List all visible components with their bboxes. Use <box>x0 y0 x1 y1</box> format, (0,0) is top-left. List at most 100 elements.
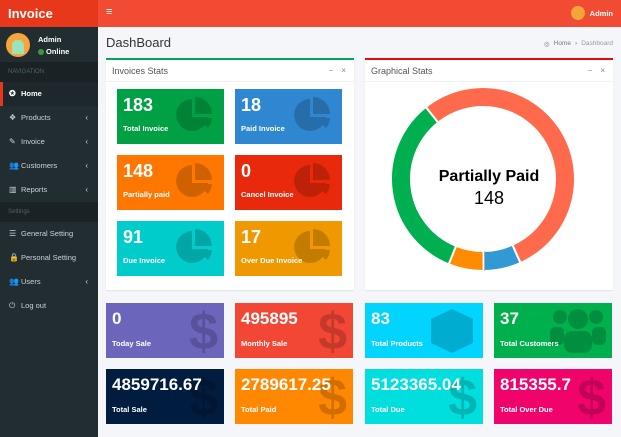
chevron-left-icon: ‹ <box>85 277 88 286</box>
summary-card-total-sale[interactable]: $4859716.67 Total Sale <box>106 369 224 424</box>
dollar-icon: $ <box>189 303 218 358</box>
summary-card-total-due[interactable]: $5123365.04 Total Due <box>365 369 483 424</box>
sidebar-item-log-out[interactable]: ⏻ Log out <box>0 294 98 318</box>
summary-card-today-sale[interactable]: $0 Today Sale <box>106 303 224 358</box>
dashboard-icon: ◎ <box>544 41 550 48</box>
pie-chart-icon <box>174 161 214 203</box>
stat-card-over-due-invoice[interactable]: 17 Over Due Invoice <box>235 221 342 276</box>
sidebar-item-label: Personal Setting <box>21 253 77 262</box>
online-status-icon <box>38 48 44 55</box>
avatar <box>570 6 585 20</box>
sidebar-item-label: Reports <box>21 185 48 194</box>
personal-setting-icon: 🔒 <box>9 253 19 262</box>
graphical-stats-box: Graphical Stats − × Partially Paid 148 <box>365 58 613 290</box>
sidebar-item-label: Log out <box>21 301 47 310</box>
breadcrumb-current: Dashboard <box>581 40 613 47</box>
customers-icon: 👥 <box>9 161 19 170</box>
top-header: ≡ Admin <box>98 0 621 27</box>
user-name: Admin <box>38 35 62 44</box>
close-icon[interactable]: × <box>600 66 605 75</box>
minimize-icon[interactable]: − <box>587 66 593 75</box>
sidebar-item-label: Users <box>21 277 41 286</box>
users-icon <box>550 305 606 357</box>
summary-label: Total Due <box>371 405 405 414</box>
log-out-icon: ⏻ <box>9 301 16 310</box>
dollar-icon: $ <box>448 369 477 424</box>
home-icon: ✪ <box>9 89 16 98</box>
stat-card-due-invoice[interactable]: 91 Due Invoice <box>117 221 224 276</box>
summary-label: Total Customers <box>500 339 559 348</box>
chevron-left-icon: ‹ <box>85 137 88 146</box>
chart-center-label: Partially Paid <box>438 168 540 185</box>
hamburger-icon[interactable]: ≡ <box>106 6 113 18</box>
dollar-icon: $ <box>318 369 347 424</box>
chart-center-value: 148 <box>473 188 505 208</box>
sidebar-item-label: Home <box>21 89 42 98</box>
pie-chart-icon <box>174 95 214 137</box>
sidebar-item-reports[interactable]: ▥ Reports ‹ <box>0 178 98 202</box>
sidebar-item-label: General Setting <box>21 229 74 238</box>
pie-chart-icon <box>174 227 214 269</box>
breadcrumb-home[interactable]: Home <box>553 40 572 47</box>
summary-label: Total Over Due <box>500 405 553 414</box>
summary-value: 0 <box>112 309 122 328</box>
summary-card-total-over-due[interactable]: $815355.7 Total Over Due <box>494 369 612 424</box>
chevron-left-icon: ‹ <box>85 113 88 122</box>
products-icon: ❖ <box>9 113 17 122</box>
summary-card-monthly-sale[interactable]: $495895 Monthly Sale <box>235 303 353 358</box>
summary-label: Monthly Sale <box>241 339 288 348</box>
sidebar-item-customers[interactable]: 👥 Customers ‹ <box>0 154 98 178</box>
summary-value: 495895 <box>241 309 298 328</box>
summary-value: 83 <box>371 309 390 328</box>
sidebar-item-invoice[interactable]: ✎ Invoice ‹ <box>0 130 98 154</box>
donut-chart <box>390 86 576 273</box>
general-setting-icon: ☰ <box>9 229 17 238</box>
summary-label: Today Sale <box>112 339 152 348</box>
stat-card-partially-paid[interactable]: 148 Partially paid <box>117 155 224 210</box>
pie-chart-icon <box>292 95 332 137</box>
summary-label: Total Paid <box>241 405 277 414</box>
sidebar-item-products[interactable]: ❖ Products ‹ <box>0 106 98 130</box>
close-icon[interactable]: × <box>341 66 346 75</box>
avatar <box>6 33 30 57</box>
invoice-icon: ✎ <box>9 137 16 146</box>
stat-value: 0 <box>241 161 252 181</box>
sidebar-item-users[interactable]: 👥 Users ‹ <box>0 270 98 294</box>
user-panel: Admin Online <box>0 27 98 62</box>
minimize-icon[interactable]: − <box>328 66 334 75</box>
stat-card-paid-invoice[interactable]: 18 Paid Invoice <box>235 89 342 144</box>
users-icon: 👥 <box>9 277 19 286</box>
cube-icon <box>427 305 477 357</box>
chevron-left-icon: ‹ <box>85 161 88 170</box>
summary-label: Total Products <box>371 339 423 348</box>
stat-value: 183 <box>123 95 154 115</box>
donut-slice-due[interactable] <box>390 105 458 266</box>
summary-value: 4859716.67 <box>112 375 202 394</box>
stat-value: 91 <box>123 227 144 247</box>
summary-value: 5123365.04 <box>371 375 461 394</box>
sidebar-item-personal-setting[interactable]: 🔒 Personal Setting <box>0 246 98 270</box>
summary-card-total-products[interactable]: 83 Total Products <box>365 303 483 358</box>
settings-header: Settings <box>0 202 98 222</box>
dollar-icon: $ <box>189 369 218 424</box>
donut-slice-partially-paid[interactable] <box>424 86 576 265</box>
dollar-icon: $ <box>318 303 347 358</box>
breadcrumb: ◎ Home › Dashboard <box>544 40 613 48</box>
stat-card-cancel-invoice[interactable]: 0 Cancel Invoice <box>235 155 342 210</box>
summary-card-total-customers[interactable]: 37 Total Customers <box>494 303 612 358</box>
summary-value: 37 <box>500 309 519 328</box>
dollar-icon: $ <box>577 369 606 424</box>
box-title: Graphical Stats <box>371 66 433 76</box>
summary-label: Total Sale <box>112 405 147 414</box>
sidebar-item-home[interactable]: ✪ Home <box>0 82 98 106</box>
summary-card-total-paid[interactable]: $2789617.25 Total Paid <box>235 369 353 424</box>
summary-value: 2789617.25 <box>241 375 331 394</box>
stat-card-total-invoice[interactable]: 183 Total Invoice <box>117 89 224 144</box>
invoices-stats-box: Invoices Stats − × 183 Total Invoice 18 Paid … <box>106 58 354 290</box>
donut-slice-paid[interactable] <box>482 243 522 273</box>
user-menu[interactable]: Admin <box>570 6 613 20</box>
sidebar-item-general-setting[interactable]: ☰ General Setting <box>0 222 98 246</box>
app-logo[interactable]: Invoice Master <box>0 0 98 48</box>
stat-label: Cancel Invoice <box>241 190 294 199</box>
stat-value: 18 <box>241 95 262 115</box>
